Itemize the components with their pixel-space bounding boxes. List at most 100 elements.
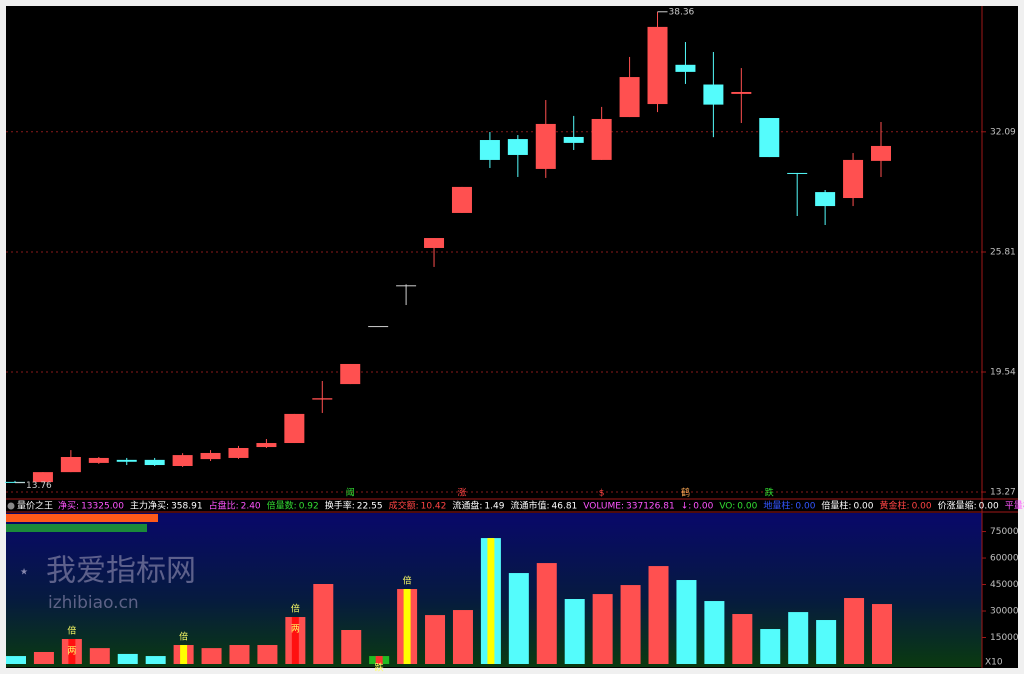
candle-body <box>172 455 193 466</box>
candle-body <box>368 326 389 328</box>
candle-body <box>424 238 445 248</box>
indicator-value: 358.91 <box>171 502 203 512</box>
indicator-value: 0.00 <box>737 502 757 512</box>
volume-bar <box>844 598 865 664</box>
volume-bar <box>33 651 54 664</box>
y-tick-label: 60000 <box>990 554 1019 564</box>
candle-body <box>591 118 612 160</box>
indicator-label: 流通市值: <box>510 500 549 512</box>
indicator-strip <box>6 524 147 532</box>
indicator-label: 倍量数: <box>267 500 297 512</box>
signal-label: 跌 <box>765 488 774 499</box>
indicator-title: 量价之王 <box>17 500 53 512</box>
volume-stripe <box>291 617 299 664</box>
indicator-value: 0.00 <box>853 502 873 512</box>
indicator-value: 10.42 <box>421 502 447 512</box>
indicator-label: 倍量柱: <box>821 500 851 512</box>
candle-body <box>759 118 780 158</box>
high-label: 38.36 <box>669 7 695 17</box>
candle-body <box>843 159 864 199</box>
watermark-title: 我爱指标网 <box>46 554 196 589</box>
indicator-value: 0.00 <box>912 502 932 512</box>
indicator-value: 2.40 <box>241 502 261 512</box>
candle-body <box>619 77 640 118</box>
volume-bar <box>872 604 892 664</box>
volume-bar <box>425 615 446 664</box>
signal-label: 阈 <box>346 487 355 499</box>
indicator-label: 黄金柱: <box>880 500 910 512</box>
volume-stripe <box>180 645 188 664</box>
volume-bar <box>508 573 529 664</box>
watermark-icon: ★ <box>20 568 28 578</box>
volume-bar <box>620 585 641 664</box>
candle-body <box>256 443 277 448</box>
candle-body <box>871 145 891 161</box>
indicator-icon <box>7 502 15 510</box>
indicator-label: 净买: <box>58 500 79 512</box>
volume-bar <box>704 601 725 664</box>
volume-bar <box>536 563 557 664</box>
y-tick-label: 45000 <box>990 580 1019 590</box>
bar-label: 倍 <box>291 603 300 615</box>
candle-body <box>675 64 696 72</box>
signal-label: 涨 <box>457 488 466 499</box>
volume-bar <box>145 656 166 664</box>
indicator-value: 1.49 <box>484 502 504 512</box>
inner-label: 两 <box>291 624 300 635</box>
indicator-value: 337126.81 <box>626 502 675 512</box>
indicator-value: 0.92 <box>299 502 319 512</box>
bar-label: 倍 <box>179 631 188 643</box>
indicator-label: 成交额: <box>389 500 419 512</box>
volume-bar <box>788 612 809 664</box>
candle-body <box>228 448 249 458</box>
indicator-label: VO: <box>719 502 735 512</box>
candle-body <box>312 398 333 400</box>
indicator-strip <box>6 514 158 522</box>
inner-label: 跌 <box>375 663 384 674</box>
watermark-url: izhibiao.cn <box>48 593 139 613</box>
volume-stripe <box>375 656 383 664</box>
indicator-label: VOLUME: <box>583 502 624 512</box>
volume-bar <box>229 645 250 664</box>
indicator-label: 流通盘: <box>452 500 482 512</box>
candle-body <box>507 139 528 155</box>
candle-body <box>60 456 81 473</box>
candle-body <box>731 91 752 94</box>
indicator-value: 0.00 <box>693 502 713 512</box>
low-label: 13.76 <box>26 481 52 491</box>
candle-body <box>703 84 724 105</box>
candle-body <box>116 459 137 462</box>
volume-bar <box>201 648 222 664</box>
y-tick-label: 30000 <box>990 607 1019 617</box>
indicator-value: 46.81 <box>552 502 578 512</box>
indicator-label: 地量柱: <box>763 500 793 512</box>
y-tick-label: 75000 <box>990 527 1019 537</box>
volume-bar <box>564 599 585 664</box>
candle-body <box>340 363 361 385</box>
candle-body <box>396 285 417 287</box>
indicator-label: 平量柱: <box>1005 500 1024 512</box>
volume-bar <box>732 614 753 664</box>
bar-label: 倍 <box>403 575 412 587</box>
volume-bar <box>6 656 26 664</box>
candle-body <box>815 192 836 207</box>
indicator-value: 13325.00 <box>81 502 124 512</box>
volume-bar <box>592 594 613 664</box>
signal-label: $ <box>599 489 605 499</box>
volume-bar <box>313 583 334 664</box>
indicator-value: 0.00 <box>979 502 999 512</box>
indicator-label: 价涨量缩: <box>938 500 977 512</box>
volume-bar <box>117 653 138 664</box>
volume-bar <box>341 630 362 664</box>
y-tick-label: 19.54 <box>990 368 1016 378</box>
signal-label: 鹤 <box>681 487 690 499</box>
volume-bar <box>816 620 837 664</box>
indicator-label: 换手率: <box>325 500 355 512</box>
y-tick-label: 32.09 <box>990 127 1016 137</box>
candle-body <box>451 186 472 213</box>
candle-body <box>200 452 221 460</box>
candle-body <box>284 413 305 444</box>
candle-body <box>32 472 53 483</box>
y-tick-label: 15000 <box>990 633 1019 643</box>
